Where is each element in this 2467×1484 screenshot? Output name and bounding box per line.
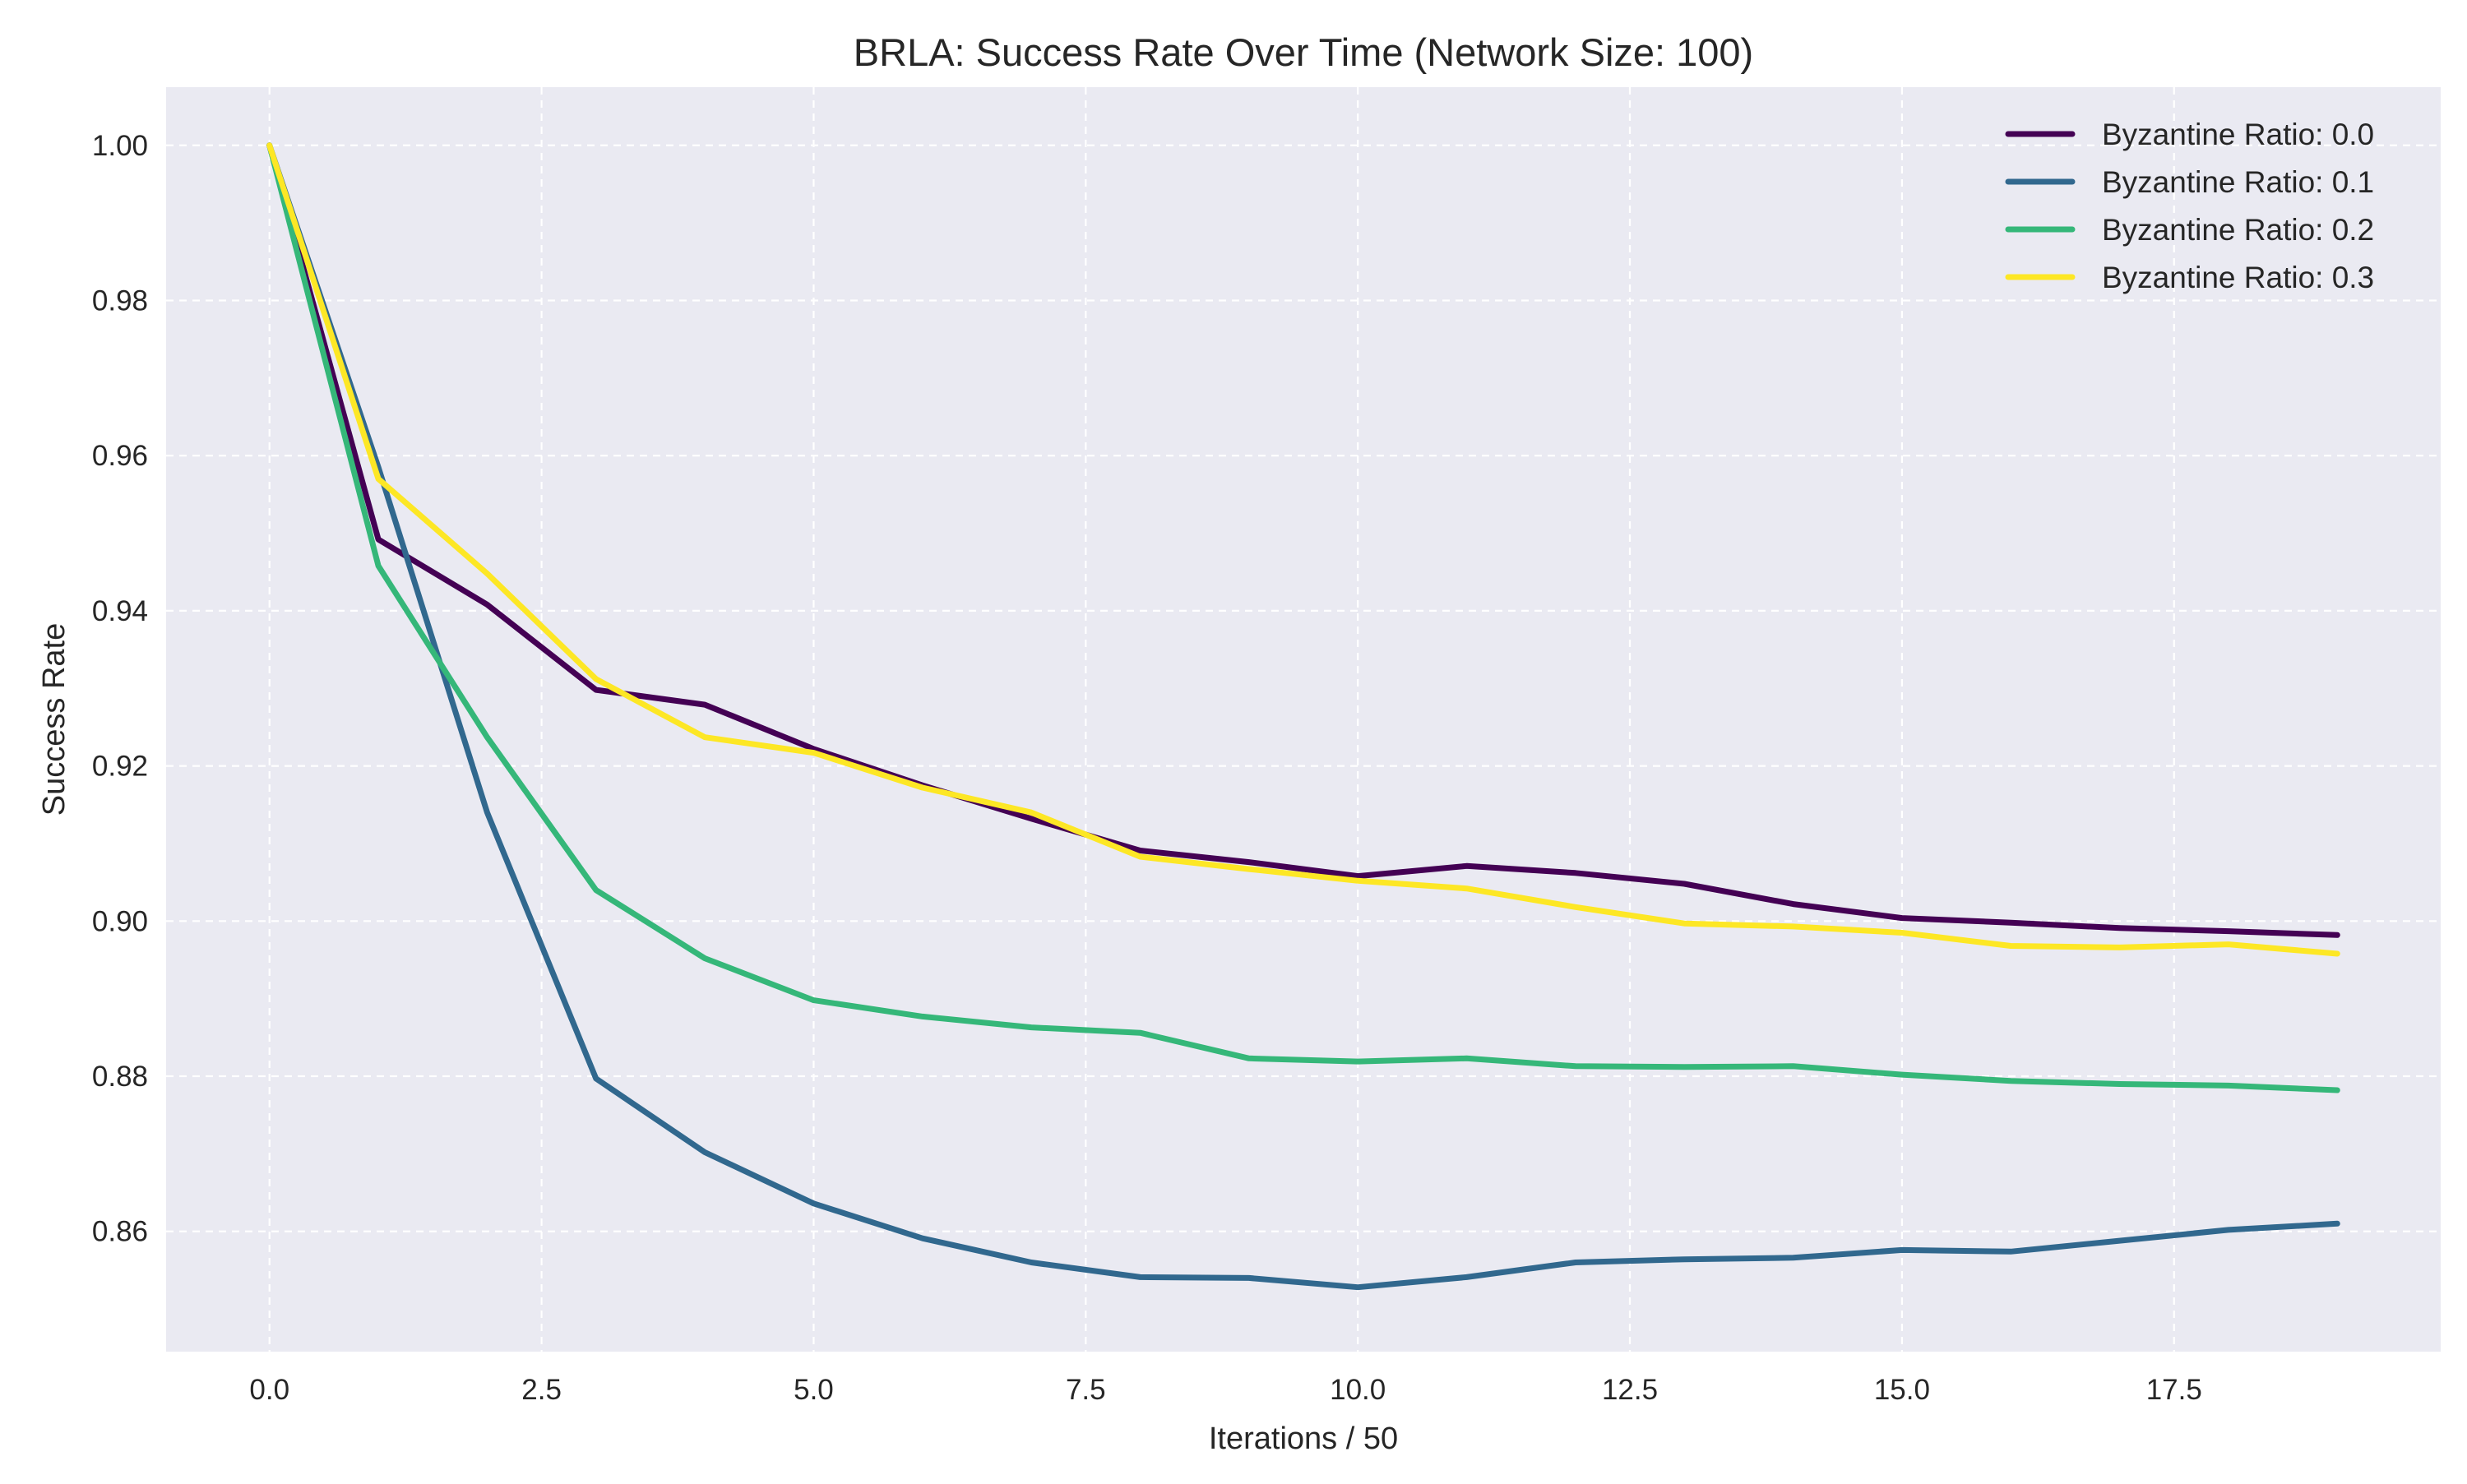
y-tick-label: 0.92 bbox=[92, 751, 148, 783]
series-line-2 bbox=[266, 142, 2340, 1093]
x-tick-label: 2.5 bbox=[521, 1374, 562, 1406]
legend-label-2: Byzantine Ratio: 0.2 bbox=[2102, 213, 2374, 247]
grid bbox=[166, 87, 2441, 1352]
x-tick-label: 10.0 bbox=[1330, 1374, 1386, 1406]
legend-label-0: Byzantine Ratio: 0.0 bbox=[2102, 118, 2374, 151]
y-axis-ticks: 0.86 0.88 0.90 0.92 0.94 0.96 0.98 1.00 bbox=[92, 130, 148, 1248]
x-tick-label: 12.5 bbox=[1602, 1374, 1658, 1406]
legend-label-1: Byzantine Ratio: 0.1 bbox=[2102, 165, 2374, 199]
y-tick-label: 0.98 bbox=[92, 284, 148, 317]
series-line-1 bbox=[266, 142, 2340, 1291]
legend: Byzantine Ratio: 0.0 Byzantine Ratio: 0.1… bbox=[2005, 118, 2374, 294]
y-tick-label: 0.96 bbox=[92, 440, 148, 472]
x-tick-label: 7.5 bbox=[1066, 1374, 1106, 1406]
y-tick-label: 0.94 bbox=[92, 595, 148, 627]
x-tick-label: 0.0 bbox=[249, 1374, 289, 1406]
chart-title: BRLA: Success Rate Over Time (Network Si… bbox=[854, 30, 1753, 74]
series-lines bbox=[266, 142, 2340, 1291]
x-tick-label: 15.0 bbox=[1874, 1374, 1930, 1406]
x-axis-label: Iterations / 50 bbox=[1209, 1422, 1398, 1456]
plot-area-background bbox=[166, 87, 2441, 1352]
y-tick-label: 1.00 bbox=[92, 130, 148, 162]
x-tick-label: 5.0 bbox=[794, 1374, 834, 1406]
x-axis-ticks: 0.0 2.5 5.0 7.5 10.0 12.5 15.0 17.5 bbox=[249, 1374, 2201, 1406]
series-line-0 bbox=[266, 142, 2340, 938]
y-tick-label: 0.86 bbox=[92, 1216, 148, 1248]
y-tick-label: 0.88 bbox=[92, 1061, 148, 1093]
y-axis-label: Success Rate bbox=[37, 623, 72, 816]
series-line-3 bbox=[266, 142, 2340, 957]
y-tick-label: 0.90 bbox=[92, 905, 148, 937]
legend-label-3: Byzantine Ratio: 0.3 bbox=[2102, 261, 2374, 294]
x-tick-label: 17.5 bbox=[2146, 1374, 2202, 1406]
